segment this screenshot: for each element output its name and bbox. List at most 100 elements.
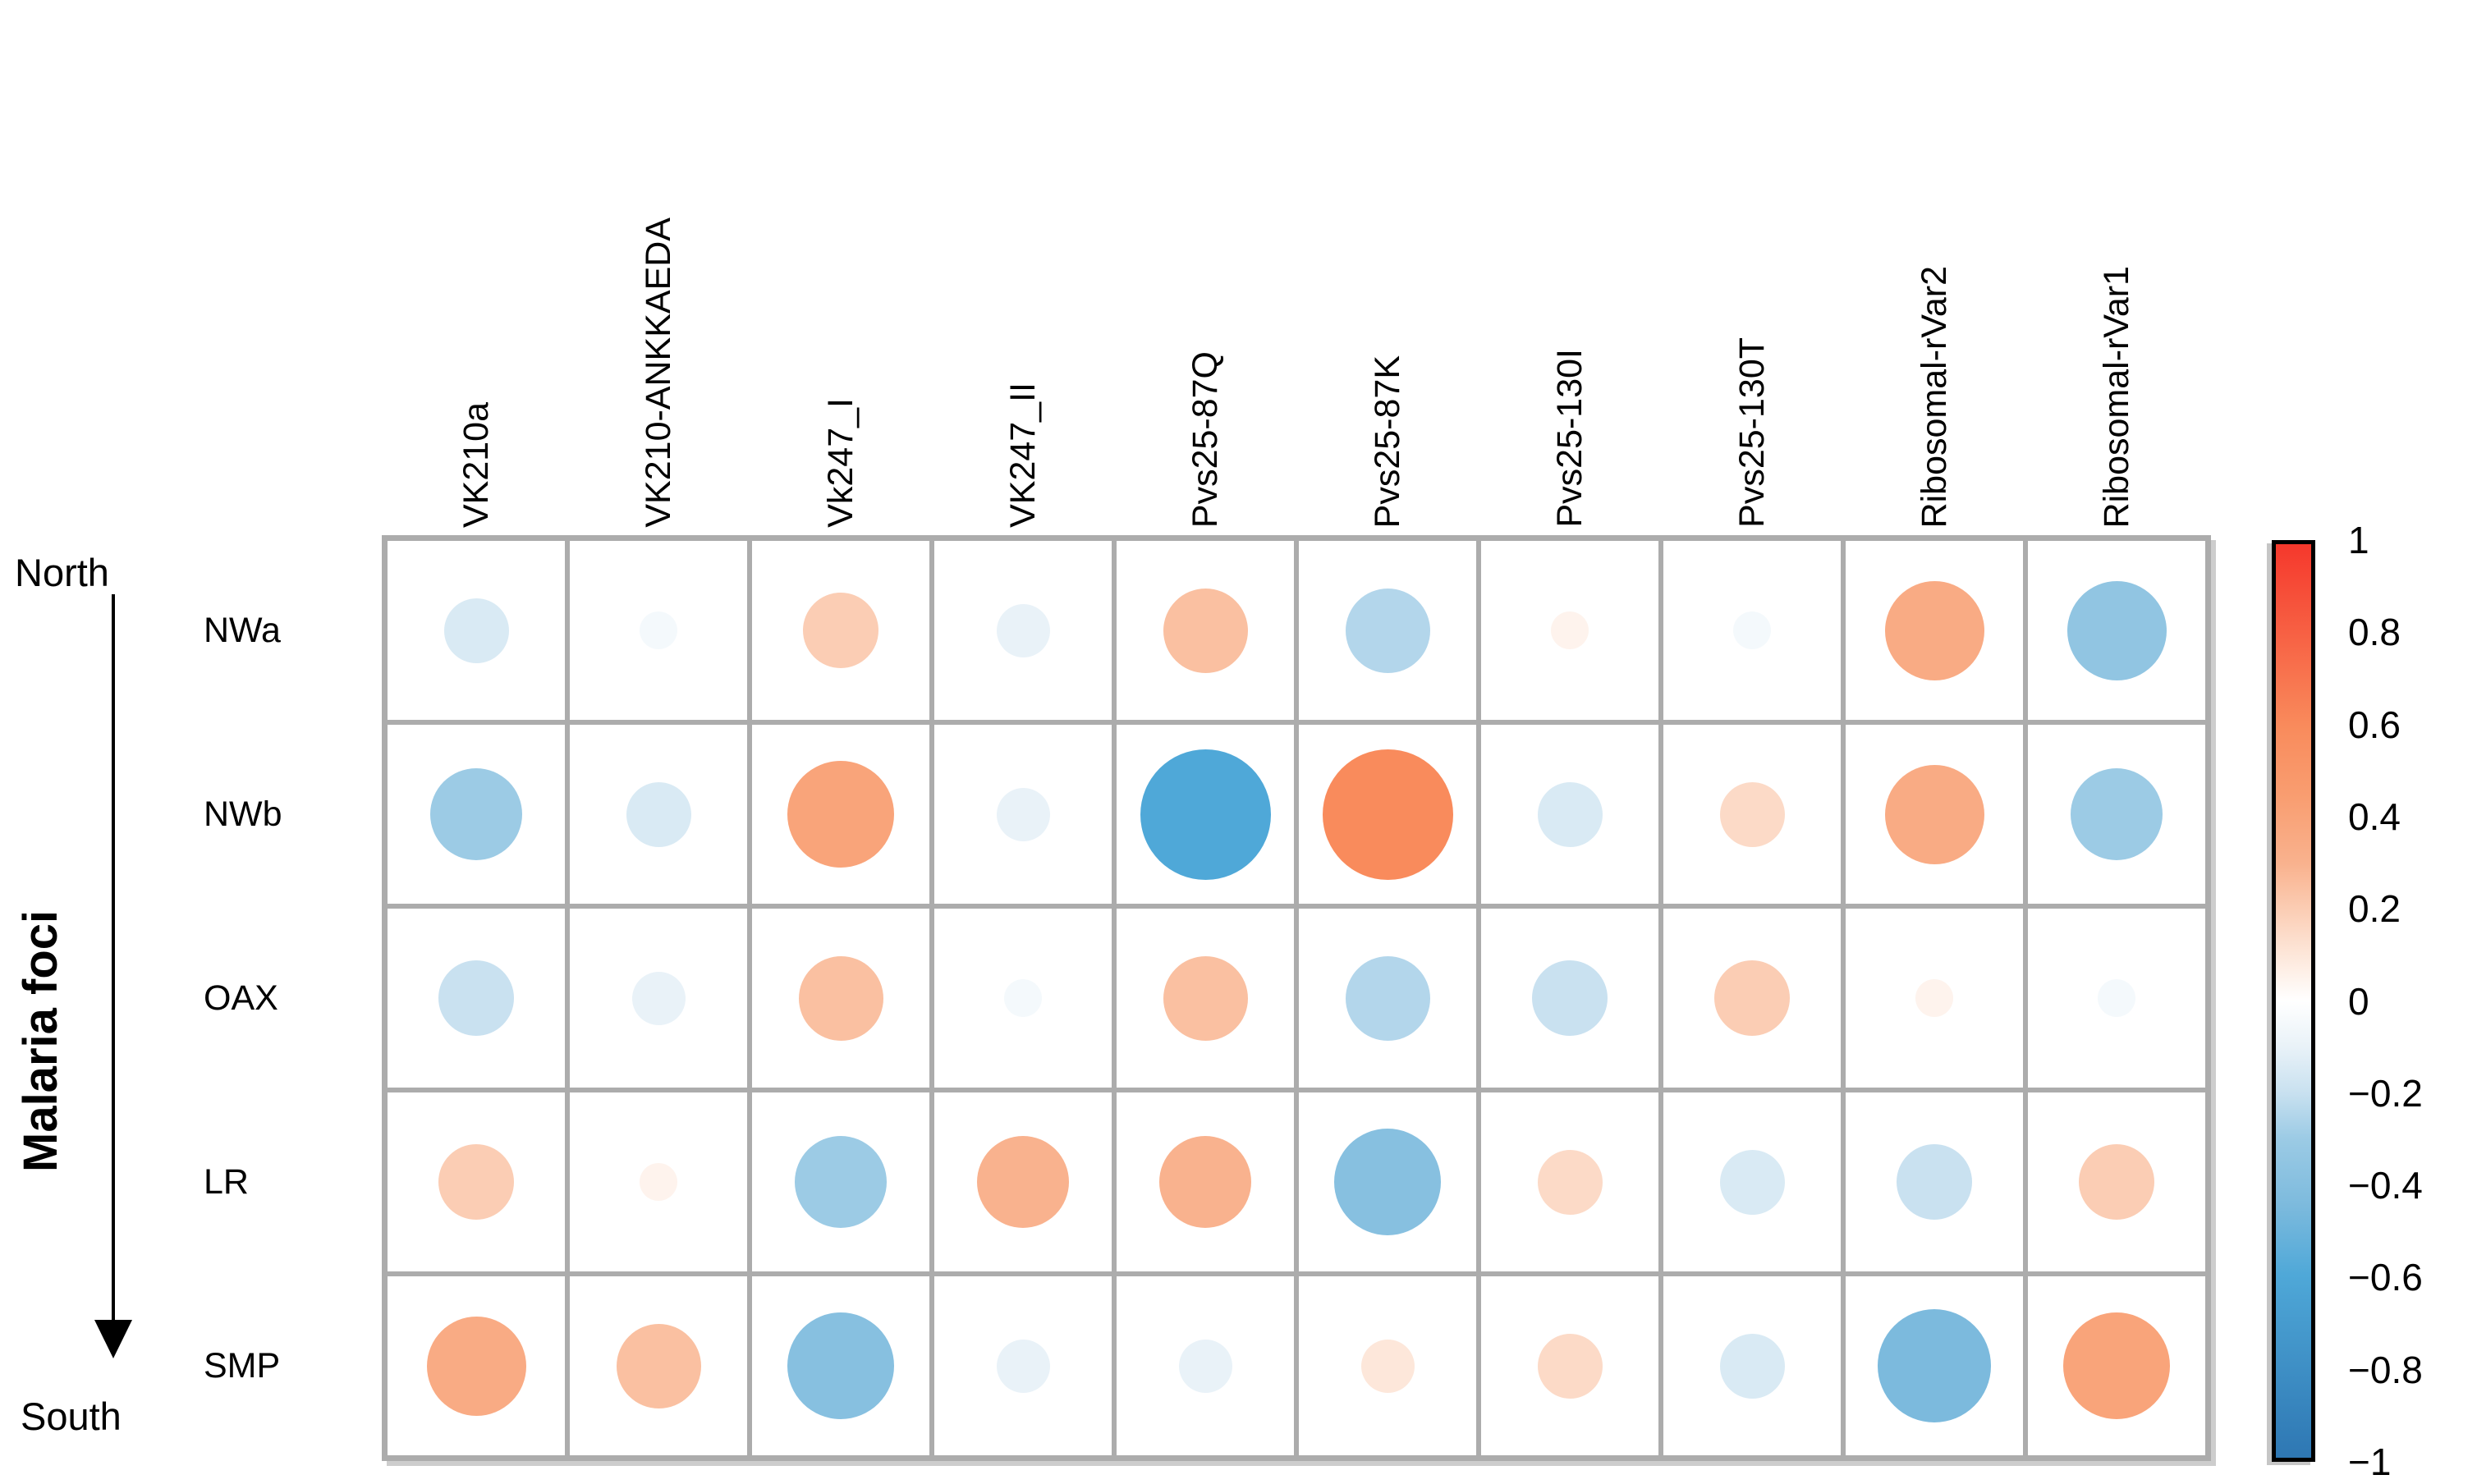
correlation-bubble: [438, 960, 514, 1036]
matrix-cell-LR-Ribosomal-rVar2: [1846, 1092, 2023, 1271]
correlation-bubble: [1719, 1149, 1785, 1215]
matrix-cell-LR-VK210-ANKKAEDA: [570, 1092, 747, 1271]
colorbar-tick-label-−0.4: −0.4: [2348, 1164, 2423, 1207]
correlation-bubble: [803, 593, 878, 668]
column-label-Pvs25-130I: Pvs25-130I: [1550, 349, 1589, 528]
colorbar-tick-label-0.2: 0.2: [2348, 887, 2401, 930]
matrix-cell-OAX-VK247_II: [934, 909, 1112, 1088]
correlation-bubble: [1163, 955, 1248, 1041]
correlation-bubble: [1178, 1339, 1232, 1393]
matrix-cell-NWb-Pvs25-130I: [1481, 725, 1658, 904]
colorbar-tick-label-0: 0: [2348, 980, 2369, 1023]
column-label-Ribosomal-rVar2: Ribosomal-rVar2: [1915, 265, 1954, 528]
matrix-cell-NWb-VK247_II: [934, 725, 1112, 904]
matrix-cell-SMP-Pvs25-87K: [1299, 1276, 1476, 1455]
colorbar-tick-label-0.4: 0.4: [2348, 795, 2401, 838]
correlation-bubble: [1004, 979, 1042, 1017]
matrix-cell-LR-Pvs25-87Q: [1117, 1092, 1294, 1271]
matrix-cell-NWb-Pvs25-87Q: [1117, 725, 1294, 904]
colorbar: [2272, 540, 2315, 1462]
matrix-cell-SMP-Ribosomal-rVar2: [1846, 1276, 2023, 1455]
correlation-bubble: [977, 1136, 1069, 1228]
colorbar-tick-label-1: 1: [2348, 519, 2369, 561]
correlation-bubble: [1733, 611, 1771, 649]
north-south-arrow-line: [112, 594, 115, 1321]
matrix-cell-SMP-Pvs25-87Q: [1117, 1276, 1294, 1455]
row-label-OAX: OAX: [204, 978, 278, 1018]
matrix-cell-SMP-VK247_II: [934, 1276, 1112, 1455]
correlation-bubble: [1140, 749, 1271, 880]
colorbar-tick-label-0.6: 0.6: [2348, 703, 2401, 746]
correlation-bubble: [1915, 979, 1953, 1017]
correlation-bubble: [631, 971, 686, 1025]
correlation-bubble: [1897, 1144, 1972, 1220]
column-label-Pvs25-130T: Pvs25-130T: [1732, 337, 1772, 528]
column-label-Vk247_I: Vk247_I: [821, 398, 860, 528]
correlation-bubble: [2063, 1312, 2170, 1419]
correlation-bubble: [798, 955, 883, 1041]
correlation-bubble: [430, 768, 522, 860]
correlation-bubble: [996, 603, 1050, 657]
matrix-cell-OAX-VK210a: [388, 909, 565, 1088]
matrix-cell-NWa-Ribosomal-rVar1: [2028, 541, 2205, 720]
matrix-cell-SMP-VK210a: [388, 1276, 565, 1455]
column-label-Pvs25-87K: Pvs25-87K: [1368, 355, 1407, 528]
correlation-bubble: [640, 611, 677, 649]
matrix-cell-OAX-Vk247_I: [752, 909, 929, 1088]
matrix-cell-NWa-Vk247_I: [752, 541, 929, 720]
correlation-bubble: [626, 781, 691, 847]
correlation-bubble: [1719, 781, 1785, 847]
row-label-LR: LR: [204, 1162, 249, 1202]
row-label-NWb: NWb: [204, 795, 282, 834]
correlation-bubble: [1537, 1149, 1603, 1215]
correlation-bubble: [1159, 1136, 1251, 1228]
correlation-bubble: [1714, 960, 1790, 1036]
matrix-cell-SMP-Pvs25-130T: [1663, 1276, 1841, 1455]
colorbar-tick-label-−1: −1: [2348, 1440, 2392, 1483]
column-label-VK210-ANKKAEDA: VK210-ANKKAEDA: [639, 218, 678, 528]
y-axis-title: Malaria foci: [14, 909, 67, 1172]
correlation-bubble: [443, 598, 509, 663]
matrix-cell-LR-VK210a: [388, 1092, 565, 1271]
colorbar-tick-label-−0.6: −0.6: [2348, 1256, 2423, 1298]
correlation-bubble: [1360, 1339, 1415, 1393]
matrix-cell-NWa-Ribosomal-rVar2: [1846, 541, 2023, 720]
correlation-bubble: [1551, 611, 1589, 649]
column-label-VK210a: VK210a: [456, 401, 496, 528]
matrix-cell-NWb-Ribosomal-rVar1: [2028, 725, 2205, 904]
colorbar-tick-label-−0.2: −0.2: [2348, 1072, 2423, 1115]
colorbar-tick-label-−0.8: −0.8: [2348, 1349, 2423, 1391]
matrix-cell-SMP-Pvs25-130I: [1481, 1276, 1658, 1455]
correlation-bubble: [2066, 580, 2167, 680]
matrix-cell-NWa-Pvs25-87Q: [1117, 541, 1294, 720]
matrix-cell-OAX-VK210-ANKKAEDA: [570, 909, 747, 1088]
matrix-cell-NWb-Pvs25-130T: [1663, 725, 1841, 904]
correlation-bubble: [996, 1339, 1050, 1393]
matrix-cell-NWb-VK210-ANKKAEDA: [570, 725, 747, 904]
south-label: South: [21, 1395, 122, 1438]
correlation-bubble: [996, 787, 1050, 841]
matrix-cell-SMP-Ribosomal-rVar1: [2028, 1276, 2205, 1455]
north-label: North: [15, 551, 109, 594]
correlation-bubble: [1884, 764, 1984, 864]
matrix-cell-OAX-Pvs25-87Q: [1117, 909, 1294, 1088]
correlation-bubble: [438, 1144, 514, 1220]
matrix-cell-OAX-Ribosomal-rVar1: [2028, 909, 2205, 1088]
correlation-bubble: [1878, 1309, 1991, 1422]
matrix-cell-LR-Pvs25-87K: [1299, 1092, 1476, 1271]
matrix-cell-LR-Vk247_I: [752, 1092, 929, 1271]
matrix-cell-NWb-Vk247_I: [752, 725, 929, 904]
matrix-cell-NWa-VK210a: [388, 541, 565, 720]
correlation-bubble: [1334, 1129, 1441, 1235]
correlation-bubble: [795, 1136, 887, 1228]
matrix-cell-OAX-Ribosomal-rVar2: [1846, 909, 2023, 1088]
column-label-Ribosomal-rVar1: Ribosomal-rVar1: [2097, 265, 2136, 528]
matrix-cell-SMP-VK210-ANKKAEDA: [570, 1276, 747, 1455]
correlation-bubble: [616, 1323, 701, 1408]
matrix-cell-LR-Ribosomal-rVar1: [2028, 1092, 2205, 1271]
matrix-cell-NWa-Pvs25-130T: [1663, 541, 1841, 720]
correlation-bubble: [1537, 1333, 1603, 1399]
column-label-VK247_II: VK247_II: [1003, 382, 1043, 528]
matrix-cell-OAX-Pvs25-87K: [1299, 909, 1476, 1088]
correlation-bubble: [1532, 960, 1608, 1036]
